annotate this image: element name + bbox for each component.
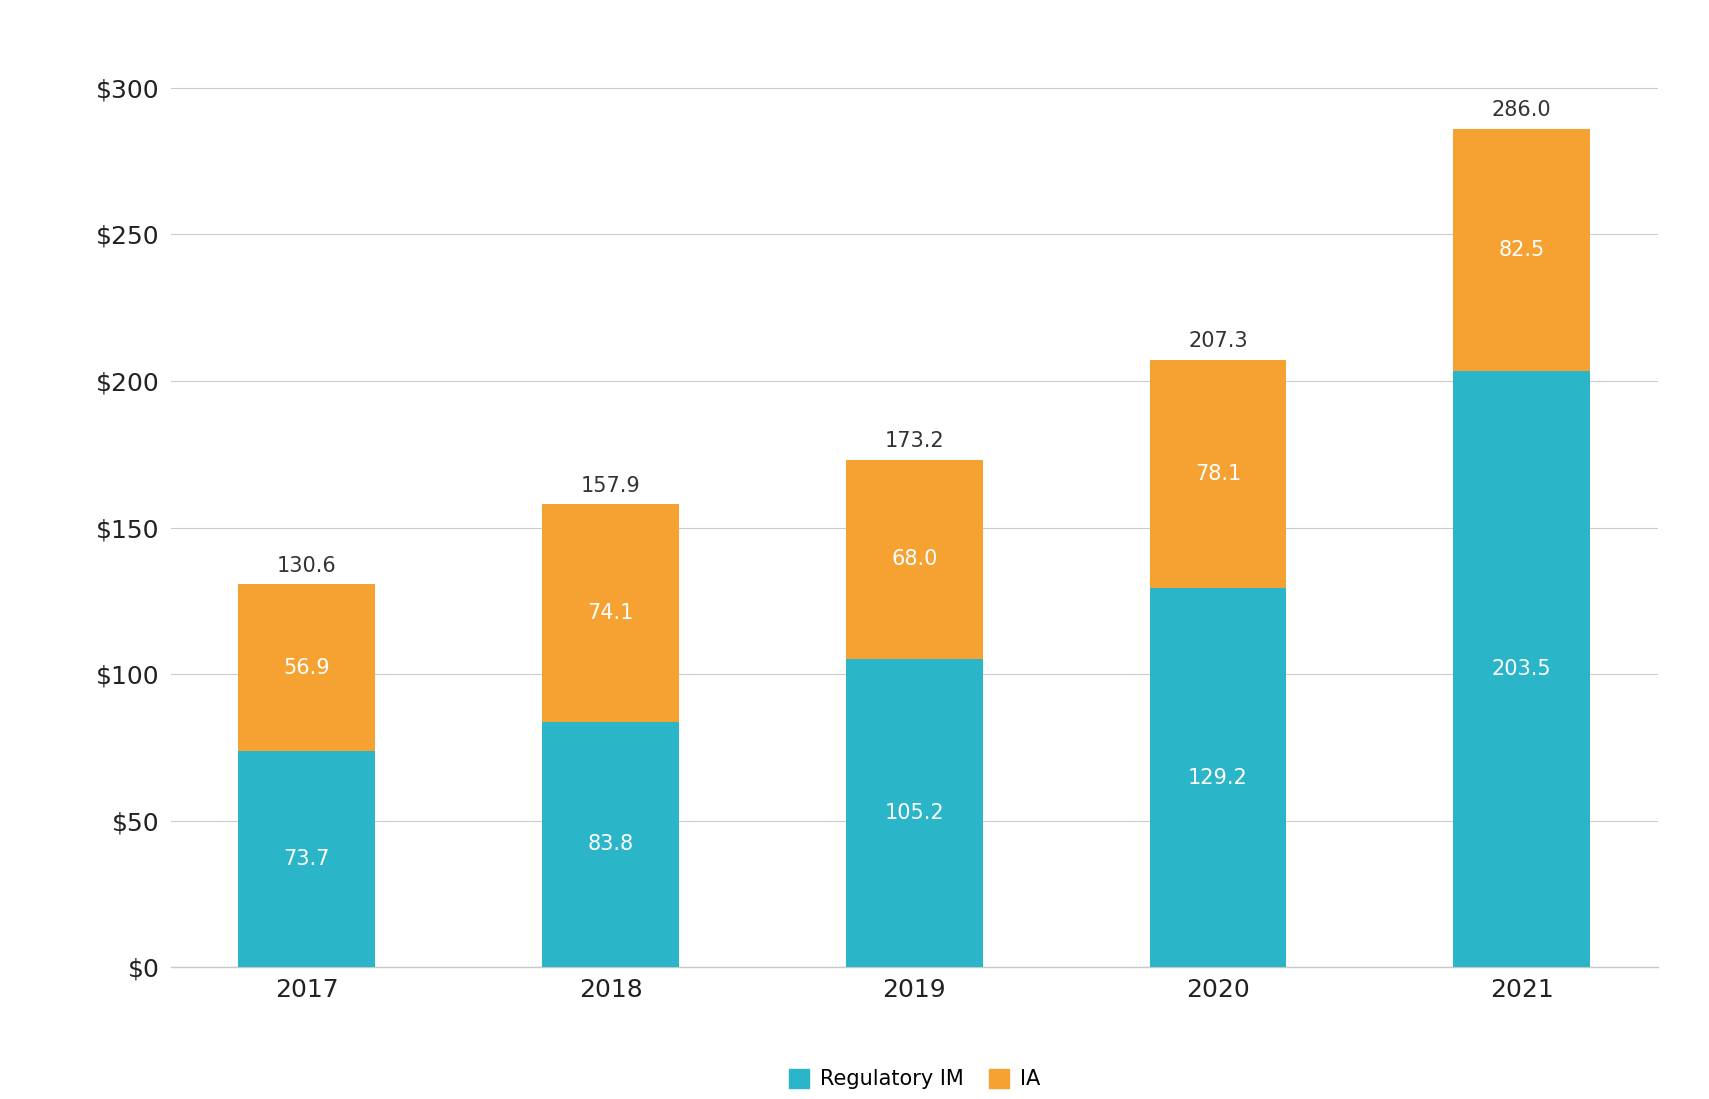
Text: 68.0: 68.0 (890, 550, 938, 569)
Text: 129.2: 129.2 (1188, 768, 1248, 788)
Bar (1453, 370, 1589, 967)
Text: 83.8: 83.8 (588, 834, 634, 854)
Text: 286.0: 286.0 (1492, 100, 1552, 120)
Text: 173.2: 173.2 (885, 431, 943, 451)
Bar (1150, 359, 1287, 588)
Text: 74.1: 74.1 (588, 603, 634, 623)
Text: 78.1: 78.1 (1195, 464, 1241, 484)
Bar (1150, 588, 1287, 967)
Text: 207.3: 207.3 (1188, 331, 1248, 351)
Text: 130.6: 130.6 (277, 556, 337, 576)
Text: 56.9: 56.9 (284, 658, 330, 678)
Text: 82.5: 82.5 (1499, 240, 1545, 259)
Bar (542, 504, 678, 722)
Text: 73.7: 73.7 (284, 850, 330, 869)
Legend: Regulatory IM, IA: Regulatory IM, IA (781, 1061, 1048, 1098)
Text: 157.9: 157.9 (581, 476, 641, 496)
Bar (239, 585, 376, 751)
Text: 105.2: 105.2 (885, 803, 943, 823)
Bar (846, 459, 983, 658)
Text: 203.5: 203.5 (1492, 659, 1552, 679)
Bar (846, 658, 983, 967)
Bar (542, 722, 678, 967)
Bar (239, 751, 376, 967)
Bar (1453, 129, 1589, 370)
